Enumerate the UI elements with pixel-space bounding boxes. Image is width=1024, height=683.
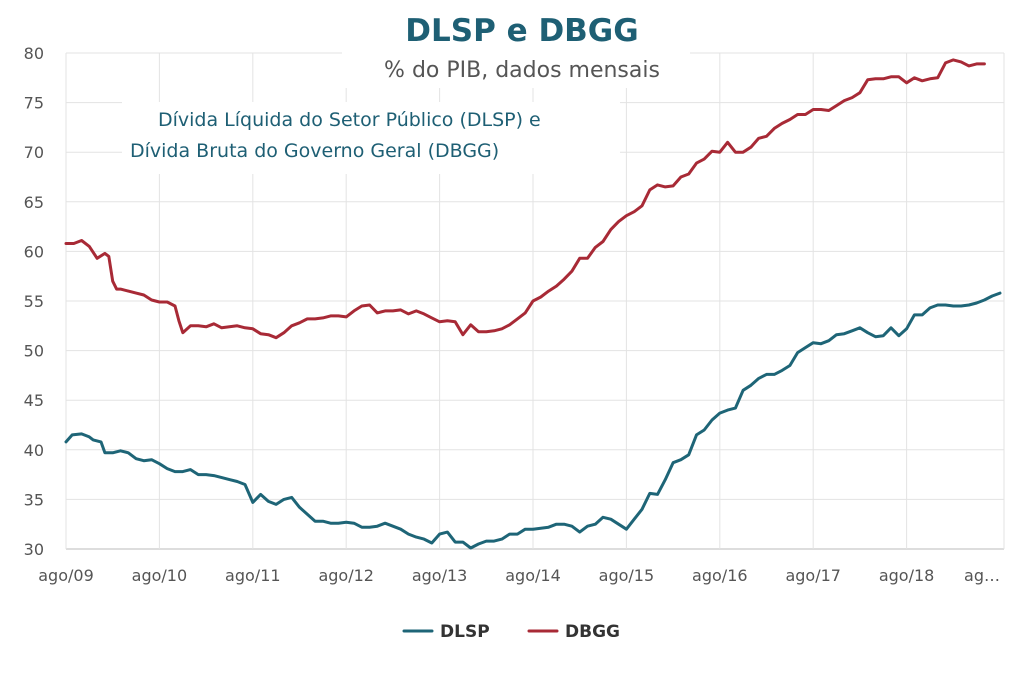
x-tick-label: ago/10: [132, 566, 188, 585]
annotation-background: [122, 102, 620, 174]
y-tick-label: 30: [24, 540, 44, 559]
annotation-line-2: Dívida Bruta do Governo Geral (DBGG): [130, 140, 499, 162]
x-tick-label: ago/12: [318, 566, 374, 585]
series-line-dbgg[interactable]: [64, 58, 986, 340]
subtitle-background: [342, 52, 690, 88]
y-tick-label: 60: [24, 242, 44, 261]
legend[interactable]: DLSP DBGG: [402, 622, 620, 642]
y-tick-label: 45: [24, 391, 44, 410]
chart-title: DLSP e DBGG: [405, 13, 638, 49]
x-tick-label: ago/13: [412, 566, 468, 585]
x-tick-label: ag…: [964, 566, 1000, 585]
legend-label-dbgg[interactable]: DBGG: [565, 622, 620, 642]
x-tick-label: ago/15: [599, 566, 655, 585]
x-tick-label: ago/17: [785, 566, 841, 585]
y-tick-label: 80: [24, 44, 44, 63]
y-tick-label: 40: [24, 441, 44, 460]
y-axis: 30 35 40 45 50 55 60 65 70 75 80: [24, 44, 44, 559]
x-tick-label: ago/11: [225, 566, 281, 585]
x-tick-label: ago/18: [879, 566, 935, 585]
chart-subtitle: % do PIB, dados mensais: [384, 58, 660, 83]
y-tick-label: 75: [24, 94, 44, 113]
y-tick-label: 50: [24, 342, 44, 361]
y-tick-label: 35: [24, 490, 44, 509]
x-tick-label: ago/14: [505, 566, 561, 585]
y-tick-label: 55: [24, 292, 44, 311]
y-tick-label: 65: [24, 193, 44, 212]
legend-label-dlsp[interactable]: DLSP: [440, 622, 490, 642]
x-tick-label: ago/09: [38, 566, 94, 585]
series-line-dlsp[interactable]: [64, 291, 1002, 550]
x-tick-label: ago/16: [692, 566, 748, 585]
x-axis: ago/09 ago/10 ago/11 ago/12 ago/13 ago/14 ago/…: [38, 566, 1000, 585]
y-tick-label: 70: [24, 143, 44, 162]
series-lines: [64, 58, 1002, 550]
annotation-line-1: Dívida Líquida do Setor Público (DLSP) e: [158, 109, 541, 131]
title-background: [395, 8, 653, 48]
